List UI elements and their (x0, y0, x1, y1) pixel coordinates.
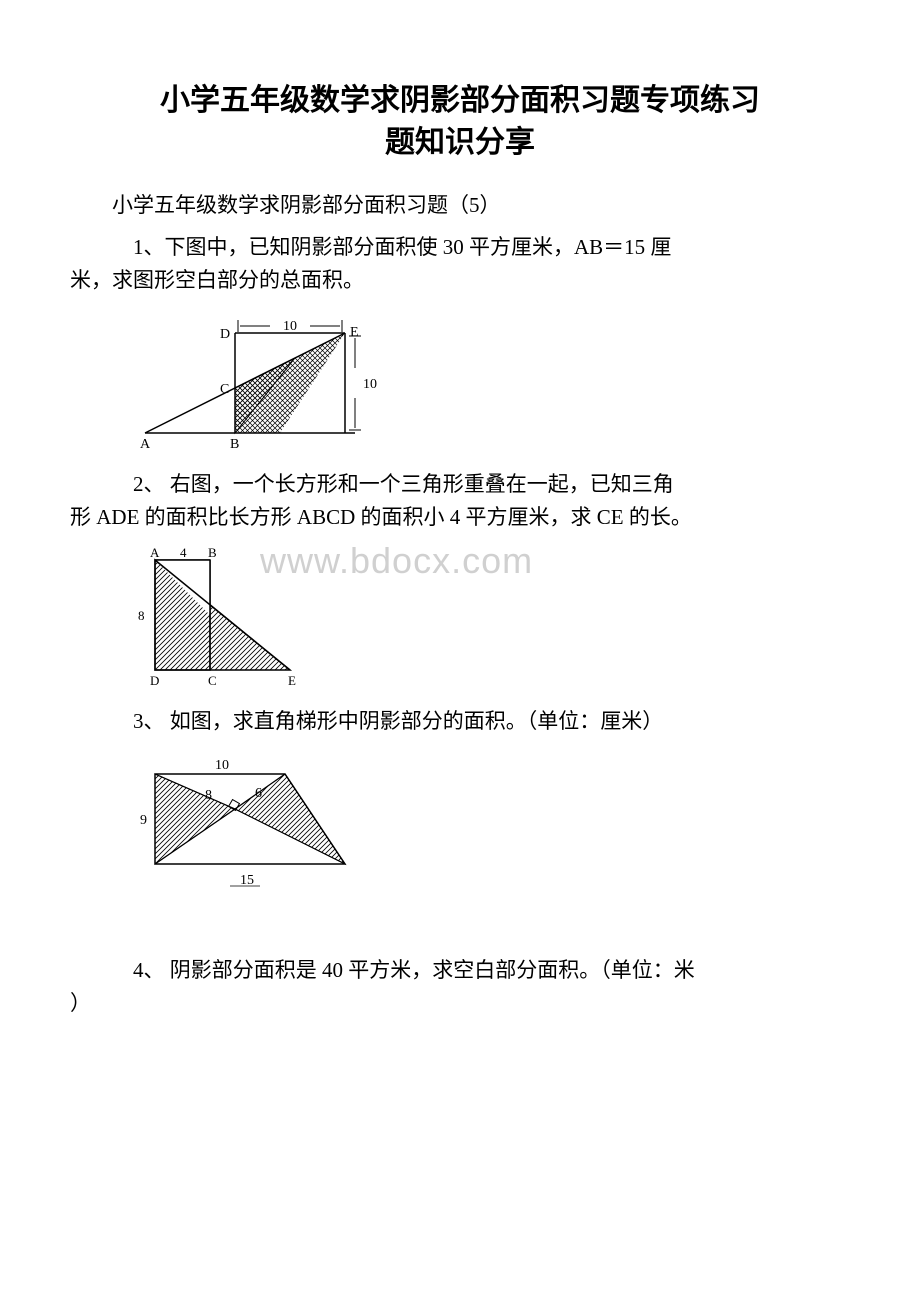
document-subtitle: 小学五年级数学求阴影部分面积习题（5） (70, 189, 850, 223)
title-line2: 题知识分享 (70, 122, 850, 164)
vertex-label-e: E (288, 673, 296, 688)
dim-label: 6 (255, 786, 262, 801)
problem-4-text-line2: ） (70, 987, 850, 1021)
dim-label: 8 (138, 608, 145, 623)
problem-4-text-line1: 4、 阴影部分面积是 40 平方米，求空白部分面积。（单位：米 (70, 954, 850, 988)
dim-label: 8 (205, 788, 212, 803)
vertex-label-c: C (208, 673, 217, 688)
problem-2-figure: www.bdocx.com A B 4 8 D C E (130, 545, 850, 695)
document-title: 小学五年级数学求阴影部分面积习题专项练习 题知识分享 (70, 80, 850, 164)
dim-label: 10 (283, 319, 297, 334)
vertex-label-b: B (230, 437, 239, 452)
problem-3-figure: 10 9 8 6 15 (130, 749, 850, 899)
vertex-label-e: E (350, 325, 359, 340)
vertex-label-b: B (208, 545, 217, 560)
problem-3-text: 3、 如图，求直角梯形中阴影部分的面积。（单位：厘米） (70, 705, 850, 739)
problem-1-figure: 10 10 A B C D E (130, 308, 850, 458)
problem-2-text-line2: 形 ADE 的面积比长方形 ABCD 的面积小 4 平方厘米，求 CE 的长。 (70, 501, 850, 535)
vertex-label-d: D (220, 327, 230, 342)
vertex-label-a: A (140, 437, 151, 452)
vertex-label-d: D (150, 673, 159, 688)
vertex-label-a: A (150, 545, 160, 560)
vertex-label-c: C (220, 382, 229, 397)
dim-label: 10 (215, 758, 229, 773)
problem-1-text-line2: 米，求图形空白部分的总面积。 (70, 264, 850, 298)
problem-1-text-line1: 1、下图中，已知阴影部分面积使 30 平方厘米，AB＝15 厘 (70, 231, 850, 265)
title-line1: 小学五年级数学求阴影部分面积习题专项练习 (70, 80, 850, 122)
dim-label: 9 (140, 813, 147, 828)
dim-label: 10 (363, 377, 377, 392)
dim-label: 4 (180, 545, 187, 560)
problem-2-text-line1: 2、 右图，一个长方形和一个三角形重叠在一起，已知三角 (70, 468, 850, 502)
